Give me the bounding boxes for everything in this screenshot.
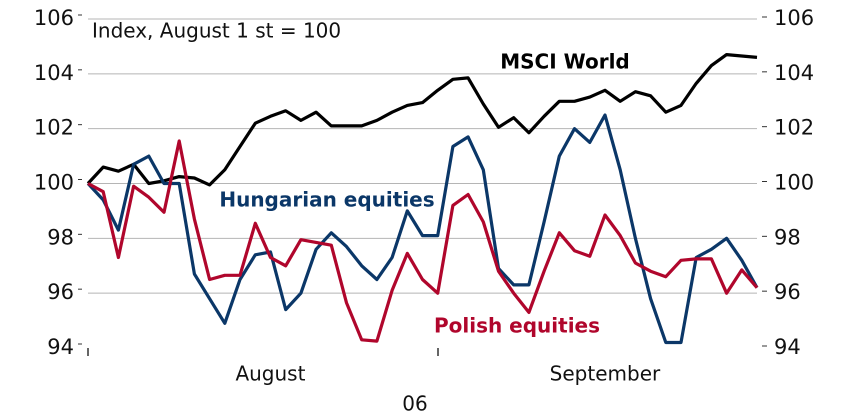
y2-tick-label: 98 [774, 225, 801, 249]
series-label: Hungarian equities [219, 188, 434, 212]
x-tick-label: September [550, 362, 661, 386]
y-tick-label: 96 [47, 280, 74, 304]
y2-tick-label: 94 [774, 335, 801, 359]
y-tick-label: 102 [34, 116, 74, 140]
series-line [86, 53, 758, 187]
y2-tick-label: 100 [774, 171, 814, 195]
y2-tick-label: 106 [774, 6, 814, 30]
series-label: MSCI World [500, 50, 630, 74]
y-tick-label: 98 [47, 225, 74, 249]
y-tick-label: 94 [47, 335, 74, 359]
y-tick-label: 106 [34, 6, 74, 30]
x-tick-label: August [235, 362, 305, 386]
series-line [86, 113, 759, 345]
series-line [87, 139, 759, 343]
x-group-label: 06 [402, 392, 427, 416]
chart-annotation: Index, August 1 st = 100 [92, 19, 341, 43]
series-label: Polish equities [434, 314, 600, 338]
y2-tick-label: 96 [774, 280, 801, 304]
y-tick-label: 104 [34, 61, 74, 85]
y2-tick-label: 104 [774, 61, 814, 85]
y-tick-label: 100 [34, 171, 74, 195]
y2-tick-label: 102 [774, 116, 814, 140]
